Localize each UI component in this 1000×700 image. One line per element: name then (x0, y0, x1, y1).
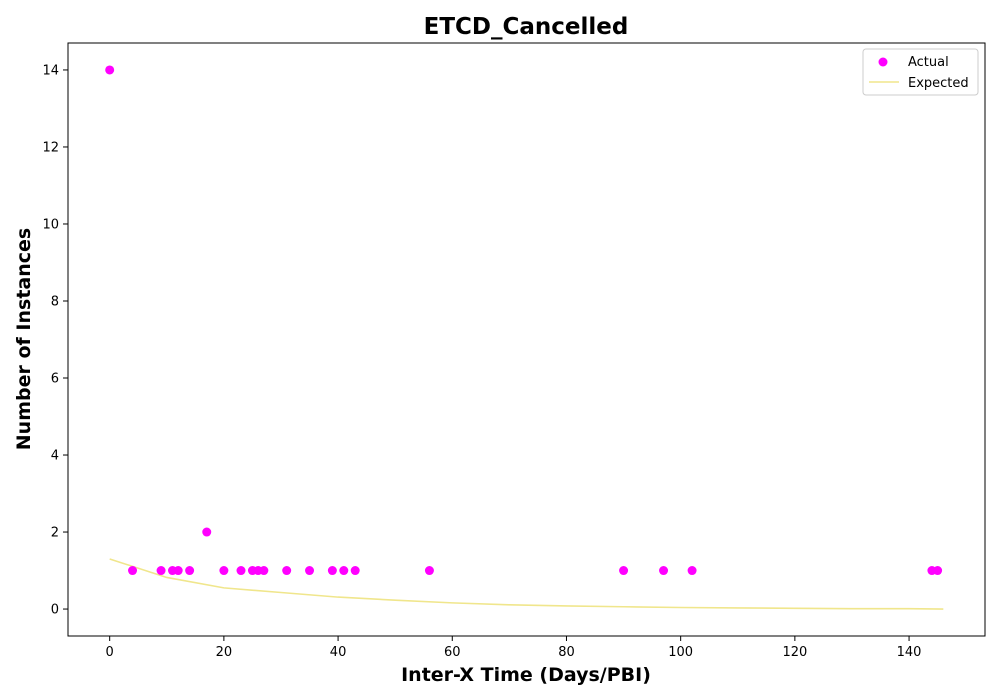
x-tick-label: 0 (106, 645, 114, 660)
y-tick-label: 10 (42, 217, 59, 232)
x-tick-label: 20 (216, 645, 233, 660)
x-axis: 0 20 40 60 80 100 120 140 (106, 636, 922, 660)
actual-point (350, 566, 360, 576)
x-tick-label: 100 (668, 645, 693, 660)
actual-point (219, 566, 229, 576)
x-tick-label: 60 (444, 645, 461, 660)
y-axis-label: Number of Instances (13, 228, 35, 450)
actual-point (305, 566, 315, 576)
actual-point (659, 566, 669, 576)
y-tick-label: 2 (51, 526, 59, 541)
actual-point (128, 566, 138, 576)
actual-point (687, 566, 697, 576)
y-tick-label: 14 (42, 63, 59, 78)
y-tick-label: 8 (51, 294, 59, 309)
y-tick-label: 0 (51, 603, 59, 618)
plot-area (67, 42, 986, 637)
y-tick-label: 12 (42, 140, 59, 155)
y-tick-label: 4 (51, 449, 59, 464)
actual-point (236, 566, 246, 576)
actual-point (173, 566, 183, 576)
legend-marker-actual (878, 57, 888, 67)
actual-point (619, 566, 629, 576)
x-tick-label: 120 (782, 645, 807, 660)
legend-entry-actual: Actual (908, 55, 949, 70)
actual-point (327, 566, 337, 576)
expected-line (109, 558, 944, 610)
actual-point (156, 566, 166, 576)
y-axis: 0 2 4 6 8 10 12 14 (42, 63, 68, 618)
actual-point (259, 566, 269, 576)
y-tick-label: 6 (51, 372, 59, 387)
actual-point (202, 527, 212, 537)
series-layer (105, 65, 944, 610)
legend-frame (862, 48, 979, 96)
legend: Actual Expected (862, 48, 979, 96)
actual-point (339, 566, 349, 576)
actual-point (105, 65, 115, 75)
actual-point (424, 566, 434, 576)
x-tick-label: 80 (558, 645, 575, 660)
x-axis-label: Inter-X Time (Days/PBI) (401, 664, 651, 686)
chart-title: ETCD_Cancelled (424, 14, 629, 40)
x-tick-label: 40 (330, 645, 347, 660)
actual-point (282, 566, 292, 576)
legend-entry-expected: Expected (908, 76, 969, 91)
x-tick-label: 140 (897, 645, 922, 660)
actual-point (185, 566, 195, 576)
actual-point (933, 566, 943, 576)
plot-frame (67, 42, 986, 637)
